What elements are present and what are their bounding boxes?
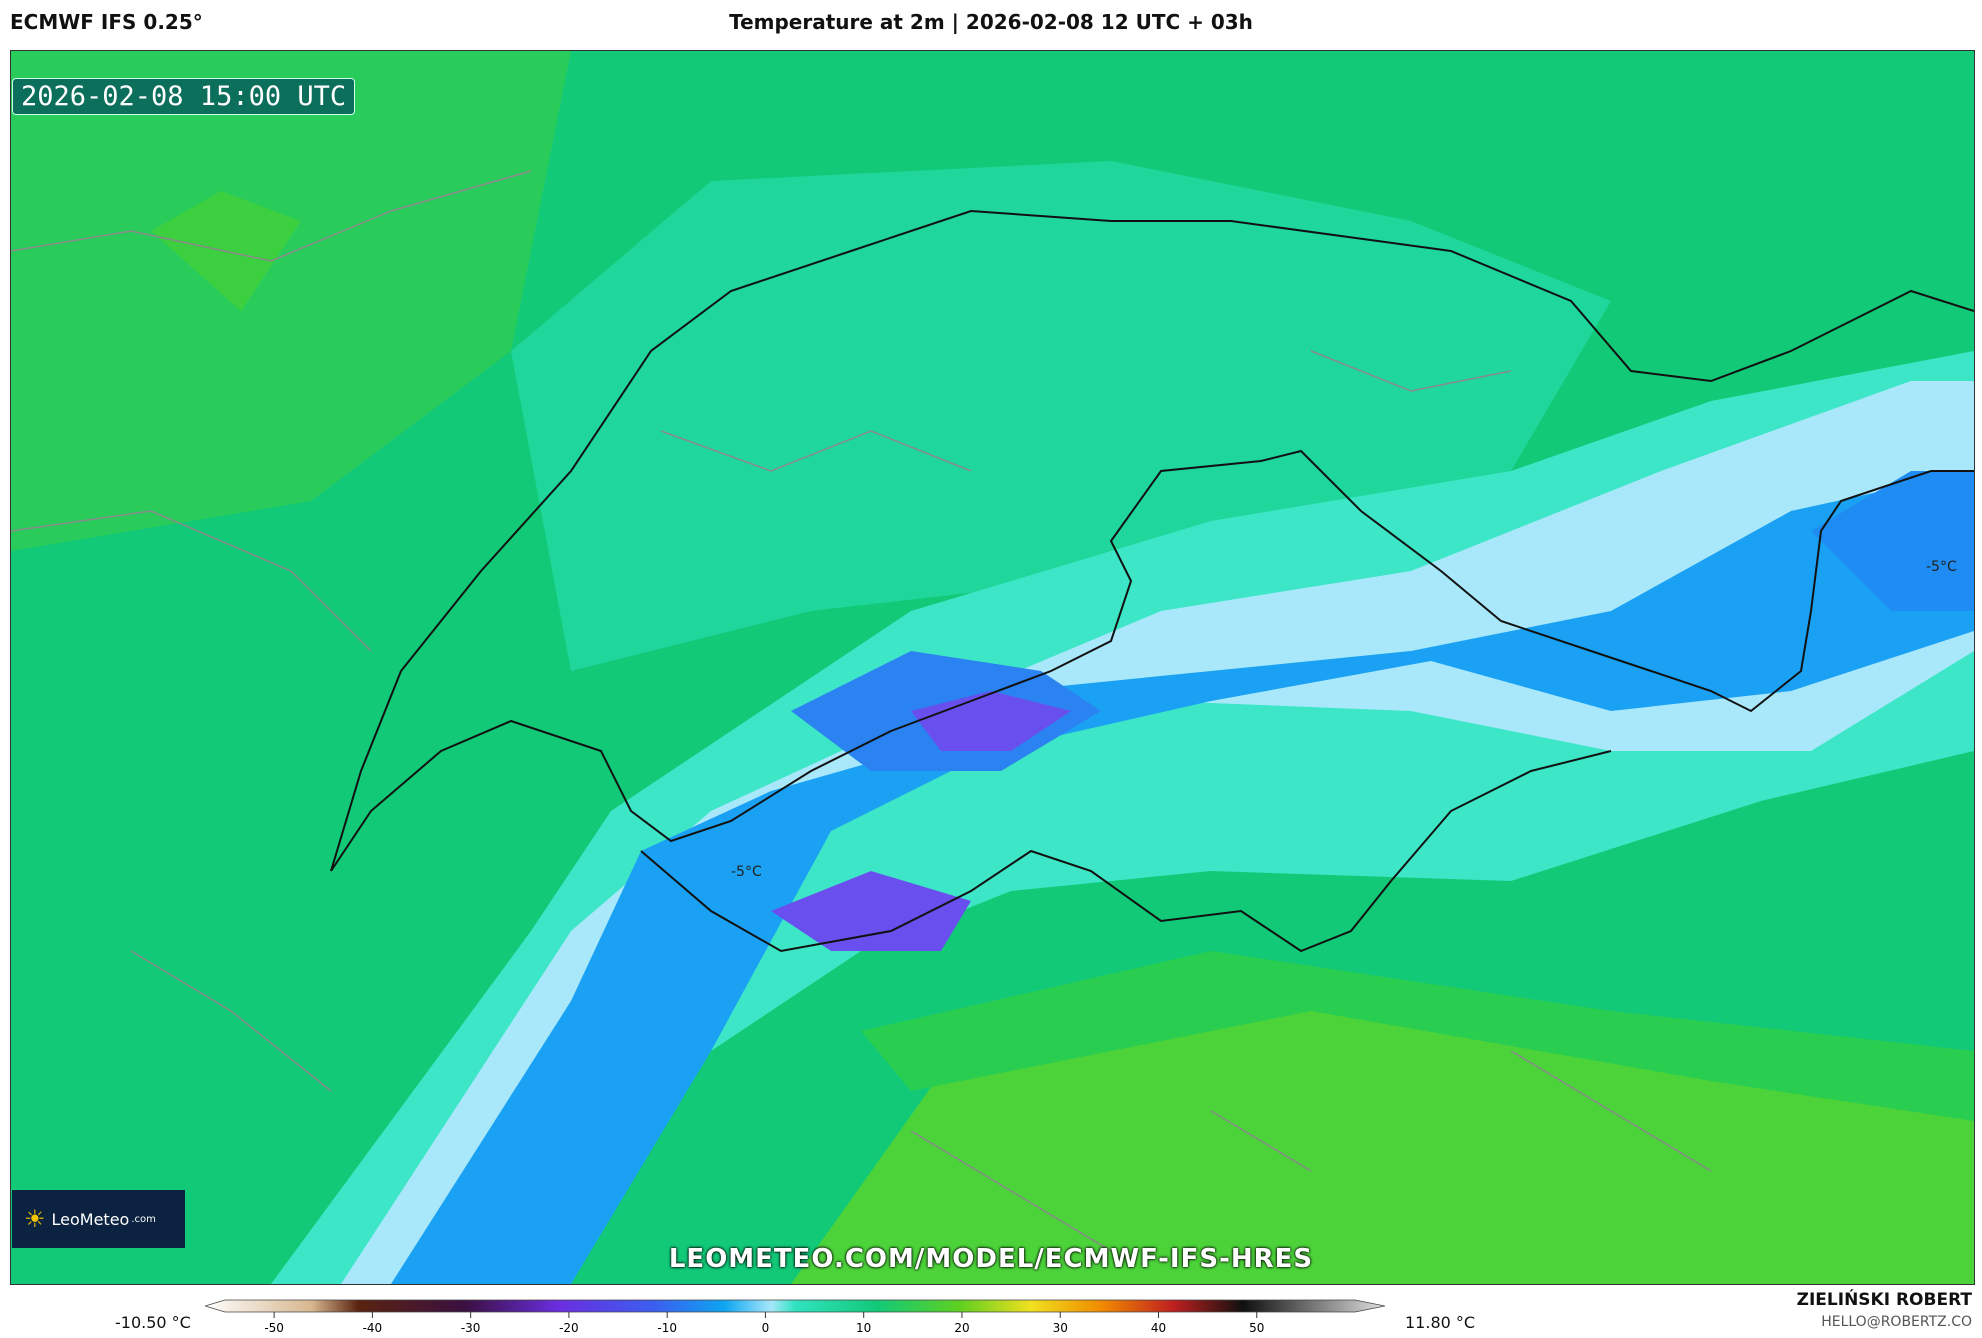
colorbar-tick-label: -50 (264, 1321, 284, 1335)
author-email[interactable]: HELLO@ROBERTZ.CO (1821, 1314, 1972, 1330)
contour-label-east: -5°C (1926, 559, 1957, 575)
sun-icon: ☀ (24, 1205, 46, 1233)
temperature-colorbar: -50 -40 -30 -20 -10 0 10 20 30 40 50 (205, 1299, 1385, 1335)
colorbar-tick-label: 50 (1249, 1321, 1264, 1335)
national-border-south (640, 750, 1612, 953)
warm-zone-west (11, 51, 571, 551)
temperature-map[interactable]: -5°C -5°C (10, 50, 1975, 1285)
colorbar-tick-label: 40 (1151, 1321, 1166, 1335)
colorbar-tick-label: -40 (363, 1321, 383, 1335)
colorbar-tick-label: 20 (954, 1321, 969, 1335)
leometeo-logo[interactable]: ☀ LeoMeteo .com (12, 1190, 185, 1248)
colorbar-tick-label: 0 (762, 1321, 770, 1335)
logo-text: LeoMeteo (51, 1209, 130, 1229)
mild-zone-southeast (861, 951, 1974, 1121)
colorbar-tick-label: -10 (657, 1321, 677, 1335)
national-border (330, 449, 1974, 872)
colorbar-tick-label: -30 (461, 1321, 481, 1335)
author-credit: ZIELIŃSKI ROBERT HELLO@ROBERTZ.CO (1797, 1290, 1972, 1330)
colorbar-tick-label: 30 (1053, 1321, 1068, 1335)
contour-label-west: -5°C (731, 864, 762, 880)
cold-core-east (1811, 471, 1974, 611)
colorbar-tick-label: 10 (856, 1321, 871, 1335)
regional-borders (11, 170, 1712, 1252)
cold-core-south (771, 871, 971, 951)
national-border-north (330, 209, 1974, 872)
map-title: Temperature at 2m | 2026-02-08 12 UTC + … (729, 10, 1253, 34)
model-name: ECMWF IFS 0.25° (10, 10, 203, 34)
logo-suffix: .com (131, 1213, 156, 1225)
cold-band-blue (391, 471, 1974, 1284)
colorbar-max-value: 11.80 °C (1405, 1313, 1476, 1332)
author-name: ZIELIŃSKI ROBERT (1796, 1290, 1972, 1310)
colorbar-min-value: -10.50 °C (115, 1313, 191, 1332)
valid-time-badge: 2026-02-08 15:00 UTC (12, 78, 356, 115)
plateau-zone (511, 161, 1611, 671)
cold-core-north (911, 691, 1071, 751)
watermark-url: LEOMETEO.COM/MODEL/ECMWF-IFS-HRES (668, 1244, 1314, 1274)
cold-band-light (341, 381, 1974, 1284)
colorbar-tick-label: -20 (559, 1321, 579, 1335)
